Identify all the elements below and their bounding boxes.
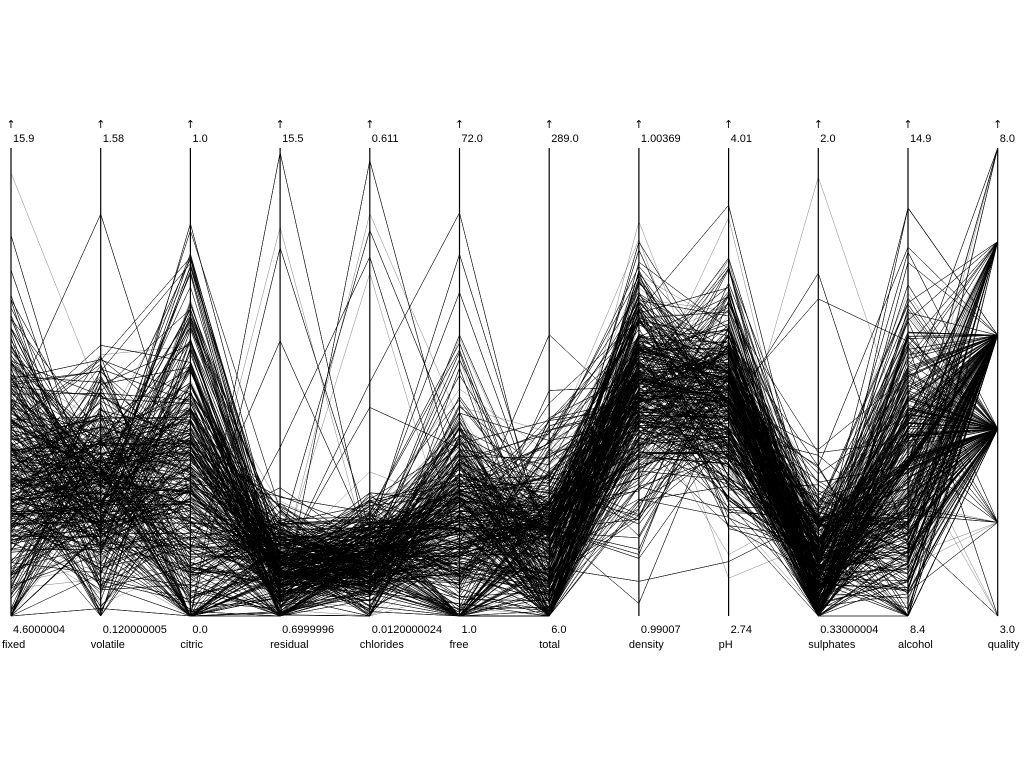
axis-min-label: 1.0 [462, 624, 477, 636]
axis-min-label: 0.0 [192, 624, 207, 636]
axis-volatile: ↑ 1.58 0.120000005 volatile [91, 118, 167, 651]
axis-citric: ↑ 1.0 0.0 citric [180, 118, 207, 651]
axis-free: ↑ 72.0 1.0 free [450, 118, 483, 651]
axis-min-label: 0.6999996 [282, 624, 334, 636]
axis-name-label: quality [988, 639, 1020, 651]
axis-min-label: 6.0 [551, 624, 566, 636]
axis-min-label: 8.4 [910, 624, 925, 636]
axis-max-label: 1.58 [103, 133, 124, 145]
axis-name-label: sulphates [808, 639, 856, 651]
axis-name-label: density [629, 639, 664, 651]
axis-pH: ↑ 4.01 2.74 pH [719, 118, 752, 651]
axis-max-label: 1.0 [192, 133, 207, 145]
sort-arrow-icon[interactable]: ↑ [455, 118, 464, 131]
axis-max-label: 289.0 [551, 133, 579, 145]
data-polylines [10, 147, 998, 617]
axis-max-label: 0.611 [372, 133, 399, 145]
sort-arrow-icon[interactable]: ↑ [634, 118, 643, 131]
sort-arrow-icon[interactable]: ↑ [724, 118, 733, 131]
axis-sulphates: ↑ 2.0 0.33000004 sulphates [808, 118, 878, 651]
axis-name-label: residual [270, 639, 309, 651]
axis-name-label: free [450, 639, 469, 651]
sort-arrow-icon[interactable]: ↑ [6, 118, 15, 131]
axis-name-label: fixed [2, 639, 25, 651]
axis-name-label: volatile [91, 639, 125, 651]
sort-arrow-icon[interactable]: ↑ [903, 118, 912, 131]
sort-arrow-icon[interactable]: ↑ [545, 118, 554, 131]
axis-max-label: 4.01 [731, 133, 752, 145]
axis-name-label: citric [180, 639, 203, 651]
axis-min-label: 0.33000004 [820, 624, 878, 636]
axis-name-label: alcohol [898, 639, 933, 651]
axis-chlorides: ↑ 0.611 0.0120000024 chlorides [360, 118, 442, 651]
axis-total: ↑ 289.0 6.0 total [539, 118, 579, 651]
sort-arrow-icon[interactable]: ↑ [275, 118, 284, 131]
axis-max-label: 2.0 [820, 133, 835, 145]
axis-residual: ↑ 15.5 0.6999996 residual [270, 118, 334, 651]
sort-arrow-icon[interactable]: ↑ [814, 118, 823, 131]
axis-min-label: 4.6000004 [13, 624, 65, 636]
axis-max-label: 15.5 [282, 133, 303, 145]
axis-min-label: 2.74 [731, 624, 752, 636]
sort-arrow-icon[interactable]: ↑ [365, 118, 374, 131]
axis-min-label: 0.99007 [641, 624, 681, 636]
axis-min-label: 0.0120000024 [372, 624, 442, 636]
axis-quality: ↑ 8.0 3.0 quality [988, 118, 1020, 651]
polylines [10, 147, 998, 617]
axis-min-label: 0.120000005 [103, 624, 167, 636]
axis-max-label: 72.0 [462, 133, 483, 145]
axis-max-label: 1.00369 [641, 133, 681, 145]
axis-max-label: 8.0 [1000, 133, 1015, 145]
axis-alcohol: ↑ 14.9 8.4 alcohol [898, 118, 933, 651]
axis-max-label: 14.9 [910, 133, 931, 145]
axis-name-label: pH [719, 639, 733, 651]
axis-max-label: 15.9 [13, 133, 34, 145]
axis-name-label: total [539, 639, 560, 651]
sort-arrow-icon[interactable]: ↑ [96, 118, 105, 131]
axes: ↑ 15.9 4.6000004 fixed ↑ 1.58 0.120000005 volat… [2, 118, 1020, 651]
sort-arrow-icon[interactable]: ↑ [993, 118, 1002, 131]
axis-min-label: 3.0 [1000, 624, 1015, 636]
axis-fixed: ↑ 15.9 4.6000004 fixed [2, 118, 65, 651]
axis-density: ↑ 1.00369 0.99007 density [629, 118, 681, 651]
sort-arrow-icon[interactable]: ↑ [186, 118, 195, 131]
axis-name-label: chlorides [360, 639, 405, 651]
